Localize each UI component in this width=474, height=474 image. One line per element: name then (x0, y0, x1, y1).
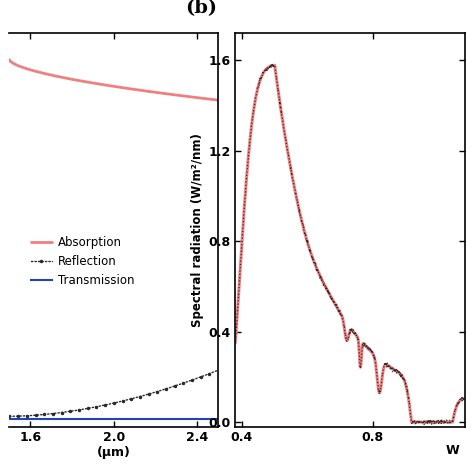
Reflection (60, 410, 66, 415)
Reflection (215, 367, 221, 373)
Line: Reflection: Reflection (9, 369, 219, 417)
Line: Absorption: Absorption (9, 60, 218, 100)
Transmission (7, 416, 12, 422)
Absorption (164, 91, 169, 97)
Legend: Absorption, Reflection, Transmission: Absorption, Reflection, Transmission (26, 231, 139, 292)
Absorption (60, 75, 66, 81)
Absorption (101, 82, 107, 88)
Reflection (101, 402, 107, 408)
Transmission (44, 416, 49, 422)
Absorption (146, 89, 152, 94)
Reflection (44, 411, 49, 417)
Reflection (146, 391, 152, 397)
Reflection (7, 413, 12, 419)
Reflection (129, 396, 135, 401)
Transmission (215, 416, 221, 422)
Transmission (146, 416, 152, 422)
Absorption (7, 57, 12, 63)
Text: W: W (446, 445, 460, 457)
Transmission (101, 416, 107, 422)
Transmission (129, 416, 135, 422)
X-axis label: (μm): (μm) (97, 446, 131, 459)
Text: (b): (b) (185, 0, 217, 18)
Transmission (164, 416, 169, 422)
Transmission (60, 416, 66, 422)
Reflection (164, 386, 169, 392)
Absorption (215, 97, 221, 103)
Y-axis label: Spectral radiation (W/m²/nm): Spectral radiation (W/m²/nm) (191, 133, 204, 327)
Absorption (129, 86, 135, 92)
Absorption (44, 71, 49, 77)
